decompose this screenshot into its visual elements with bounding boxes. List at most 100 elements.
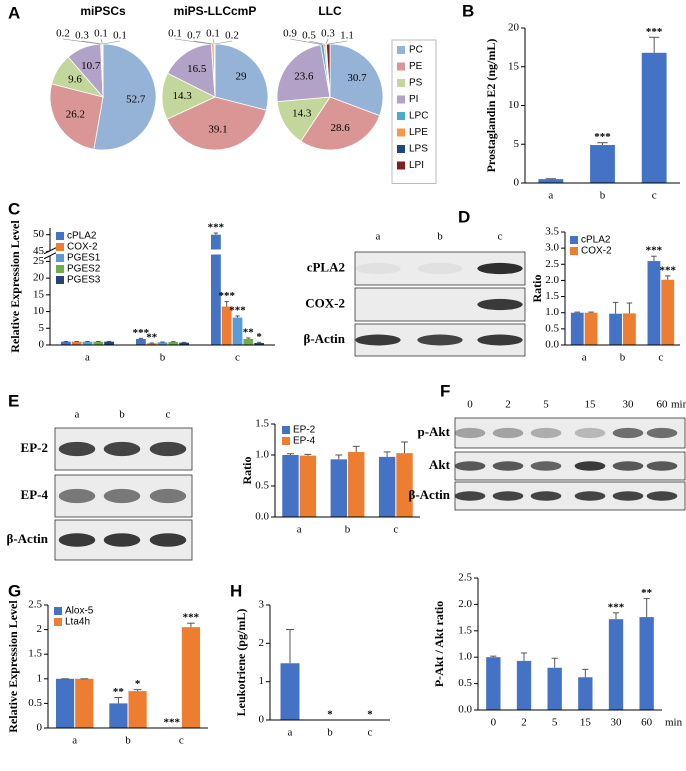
bar bbox=[348, 451, 365, 517]
y-tick-label: 2.0 bbox=[458, 598, 472, 610]
error-bar bbox=[383, 451, 391, 457]
row-label: EP-2 bbox=[21, 440, 48, 455]
slice-label: 0.7 bbox=[187, 30, 201, 42]
panel-label: C bbox=[8, 199, 20, 218]
bar bbox=[93, 341, 104, 345]
blot-band bbox=[355, 334, 401, 346]
error-bar bbox=[612, 301, 619, 314]
error-bar bbox=[133, 689, 142, 692]
y-tick-label: 0 bbox=[514, 177, 520, 189]
y-axis-label: Relative Expression Level bbox=[8, 220, 22, 353]
slice-label: 0.1 bbox=[113, 30, 127, 42]
slice-label: 16.5 bbox=[187, 63, 207, 75]
bar bbox=[396, 453, 413, 517]
lane-label: 30 bbox=[623, 399, 635, 411]
error-bar bbox=[187, 622, 195, 628]
blot-band bbox=[58, 488, 96, 504]
x-tick-label: b bbox=[160, 352, 166, 364]
y-tick-label: 2 bbox=[259, 637, 265, 649]
slice-label: 1.1 bbox=[340, 30, 354, 42]
row-label: β-Actin bbox=[303, 331, 345, 346]
error-bar bbox=[643, 598, 650, 618]
leader-line bbox=[325, 38, 329, 45]
lane-label: c bbox=[166, 409, 171, 421]
row-label: β-Actin bbox=[6, 531, 48, 546]
x-tick-label: 30 bbox=[611, 717, 623, 729]
slice-label: 23.6 bbox=[294, 71, 314, 83]
legend-label: Alox-5 bbox=[65, 606, 94, 617]
y-tick-label: 3.5 bbox=[545, 226, 559, 238]
legend-label: COX-2 bbox=[581, 246, 612, 257]
significance: * bbox=[327, 709, 333, 721]
bar bbox=[516, 660, 532, 710]
legend-swatch bbox=[397, 145, 405, 153]
blot-band bbox=[454, 461, 486, 471]
error-bar bbox=[551, 657, 558, 668]
error-bar bbox=[352, 445, 360, 452]
legend-label: LPC bbox=[409, 111, 428, 122]
bar bbox=[109, 703, 128, 728]
blot-band bbox=[612, 461, 644, 471]
bar bbox=[55, 678, 75, 728]
bar bbox=[661, 279, 675, 345]
x-tick-label: b bbox=[600, 190, 606, 202]
y-tick-label: 1.5 bbox=[28, 648, 42, 660]
row-label: Akt bbox=[429, 457, 451, 472]
error-bar bbox=[213, 232, 219, 235]
significance: ** bbox=[146, 332, 158, 344]
slice-label: 9.6 bbox=[68, 73, 82, 85]
slice-label: 0.9 bbox=[283, 28, 297, 40]
blot-band bbox=[646, 427, 678, 439]
x-tick-label: a bbox=[297, 524, 302, 536]
slice-label: 0.1 bbox=[206, 28, 220, 40]
blot-band bbox=[574, 461, 606, 471]
y-tick-label: 20 bbox=[33, 272, 45, 284]
legend-label: cPLA2 bbox=[581, 235, 611, 246]
y-axis-label: Ratio bbox=[530, 275, 544, 303]
significance: *** bbox=[659, 264, 676, 276]
bar bbox=[232, 317, 243, 345]
legend-swatch bbox=[397, 79, 405, 87]
blot-band bbox=[492, 461, 524, 471]
blot-band bbox=[454, 427, 486, 439]
x-tick-label: a bbox=[85, 352, 90, 364]
bar bbox=[641, 52, 667, 183]
y-tick-label: 1 bbox=[37, 672, 43, 684]
legend-swatch bbox=[570, 236, 578, 244]
error-bar bbox=[286, 629, 294, 664]
pie-title: LLC bbox=[318, 4, 342, 18]
y-tick-label: 0 bbox=[37, 722, 43, 734]
significance: *** bbox=[229, 304, 246, 316]
y-tick-label: 2 bbox=[37, 623, 43, 635]
leader-line bbox=[102, 40, 121, 45]
bar bbox=[330, 459, 347, 517]
legend-label: cPLA2 bbox=[67, 231, 97, 242]
legend-label: EP-2 bbox=[293, 425, 316, 436]
bar bbox=[378, 456, 396, 517]
legend-label: EP-4 bbox=[293, 436, 316, 447]
x-tick-label: 15 bbox=[580, 717, 592, 729]
bar bbox=[584, 312, 598, 345]
y-tick-label: 0.0 bbox=[255, 511, 269, 523]
bar bbox=[71, 341, 82, 345]
bar bbox=[157, 342, 168, 345]
x-tick-label: 60 bbox=[641, 717, 653, 729]
y-tick-label: 1 bbox=[259, 675, 265, 687]
error-bar bbox=[490, 655, 497, 658]
y-tick-label: 25 bbox=[33, 255, 45, 267]
slice-label: 0.3 bbox=[75, 30, 89, 42]
bar bbox=[136, 338, 146, 345]
blot-band bbox=[530, 491, 562, 501]
y-tick-label: 0.0 bbox=[458, 704, 472, 716]
bar bbox=[486, 657, 501, 710]
blot-band bbox=[477, 298, 523, 311]
pie-slice bbox=[329, 43, 384, 117]
lane-unit: min bbox=[671, 399, 686, 411]
x-tick-label: a bbox=[582, 352, 587, 364]
slice-label: 39.1 bbox=[208, 123, 227, 135]
bar bbox=[639, 617, 654, 710]
y-tick-label: 0.0 bbox=[545, 339, 559, 351]
slice-label: 14.3 bbox=[173, 90, 193, 102]
error-bar bbox=[626, 302, 633, 314]
blot-band bbox=[149, 441, 187, 457]
